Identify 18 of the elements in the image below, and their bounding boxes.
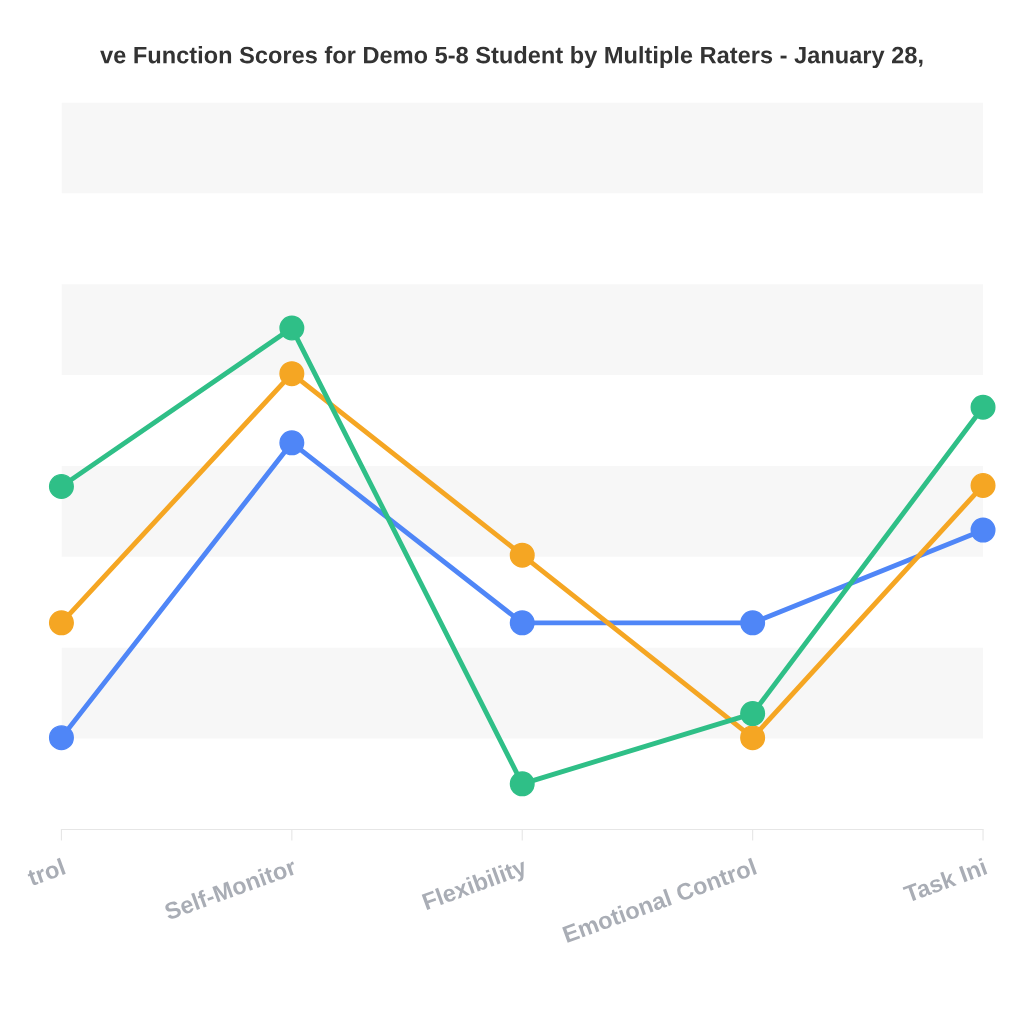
- point: [279, 430, 305, 456]
- point: [970, 517, 996, 543]
- point: [970, 394, 996, 420]
- point: [509, 771, 535, 797]
- point: [279, 361, 305, 387]
- point: [740, 701, 766, 727]
- point: [48, 473, 74, 499]
- point: [48, 610, 74, 636]
- point: [740, 725, 766, 751]
- x-tick-label: Task Ini: [902, 857, 988, 903]
- point: [970, 472, 996, 498]
- point: [279, 315, 305, 341]
- point: [509, 610, 535, 636]
- x-tick-label: trol: [25, 857, 66, 887]
- chart-title: ve Function Scores for Demo 5-8 Student by Multiple Raters - January 28,: [100, 46, 923, 69]
- point: [48, 725, 74, 751]
- point: [509, 542, 535, 568]
- point: [740, 610, 766, 636]
